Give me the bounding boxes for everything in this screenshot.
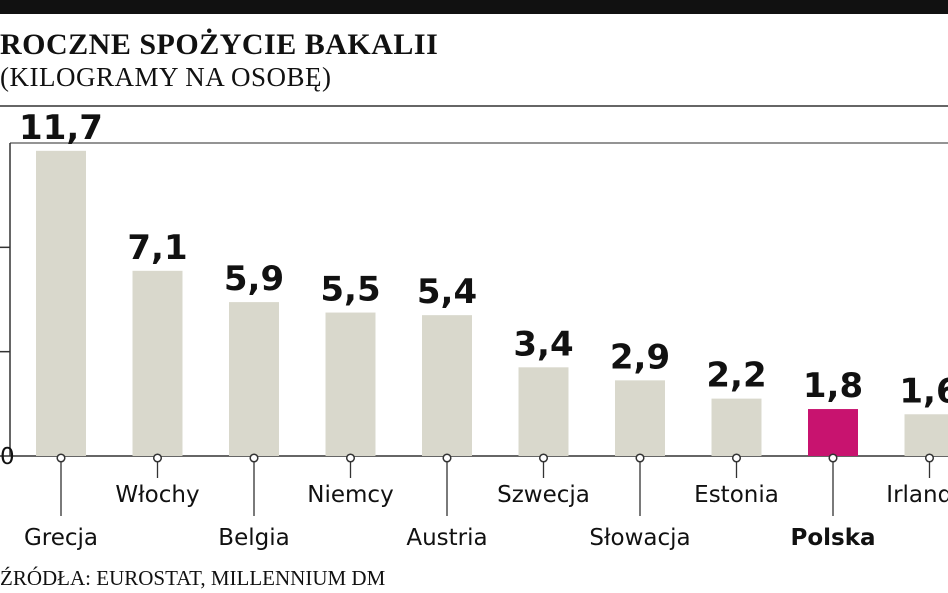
data-label: 1,8: [803, 366, 863, 406]
category-label: Estonia: [694, 482, 779, 508]
leader-dot: [249, 453, 259, 463]
chart-subtitle: (KILOGRAMY NA OSOBĘ): [0, 62, 332, 92]
chart-title: ROCZNE SPOŻYCIE BAKALII: [0, 28, 439, 61]
bars-layer: [36, 150, 948, 516]
data-label: 5,5: [320, 270, 380, 310]
data-label: 7,1: [127, 228, 187, 268]
y-tick-label: 0: [0, 444, 15, 470]
leader-dot: [635, 453, 645, 463]
category-label: Niemcy: [307, 482, 393, 508]
bar: [711, 398, 762, 456]
bar: [36, 150, 86, 456]
data-label: 2,2: [706, 356, 766, 396]
category-label: Włochy: [115, 482, 199, 508]
leader-dot: [152, 453, 163, 463]
source-note: ŹRÓDŁA: EUROSTAT, MILLENNIUM DM: [0, 566, 386, 590]
bar: [904, 414, 948, 456]
data-label: 1,6: [899, 371, 948, 411]
category-label: Słowacja: [589, 525, 690, 551]
leader-dot: [731, 453, 742, 463]
data-label: 2,9: [610, 337, 670, 377]
leader-dot: [538, 453, 549, 463]
category-label: Irlandia: [886, 482, 948, 508]
category-label: Belgia: [218, 525, 289, 551]
category-label: Polska: [790, 525, 875, 551]
data-label: 5,9: [224, 259, 284, 299]
top-bar: [0, 0, 948, 14]
leader-dot: [345, 453, 356, 463]
bar: [518, 367, 569, 456]
leader-dot: [828, 453, 838, 463]
bar: [132, 270, 183, 456]
bar: [325, 312, 376, 456]
data-label: 11,7: [19, 108, 103, 148]
leader-dot: [442, 453, 452, 463]
leader-dot: [56, 453, 66, 463]
bar: [615, 380, 665, 456]
data-label: 3,4: [513, 324, 573, 364]
leader-dot: [924, 453, 935, 463]
category-label: Grecja: [24, 525, 98, 551]
bar: [808, 409, 858, 456]
bar: [229, 302, 279, 456]
category-label: Szwecja: [497, 482, 590, 508]
category-label: Austria: [406, 525, 487, 551]
data-label: 5,4: [417, 272, 477, 312]
bar: [422, 315, 472, 456]
labels-layer: 0 11,7 Grecja 7,1 Włochy 5,9 Belgia 5,5 Niemcy 5,…: [0, 108, 948, 551]
